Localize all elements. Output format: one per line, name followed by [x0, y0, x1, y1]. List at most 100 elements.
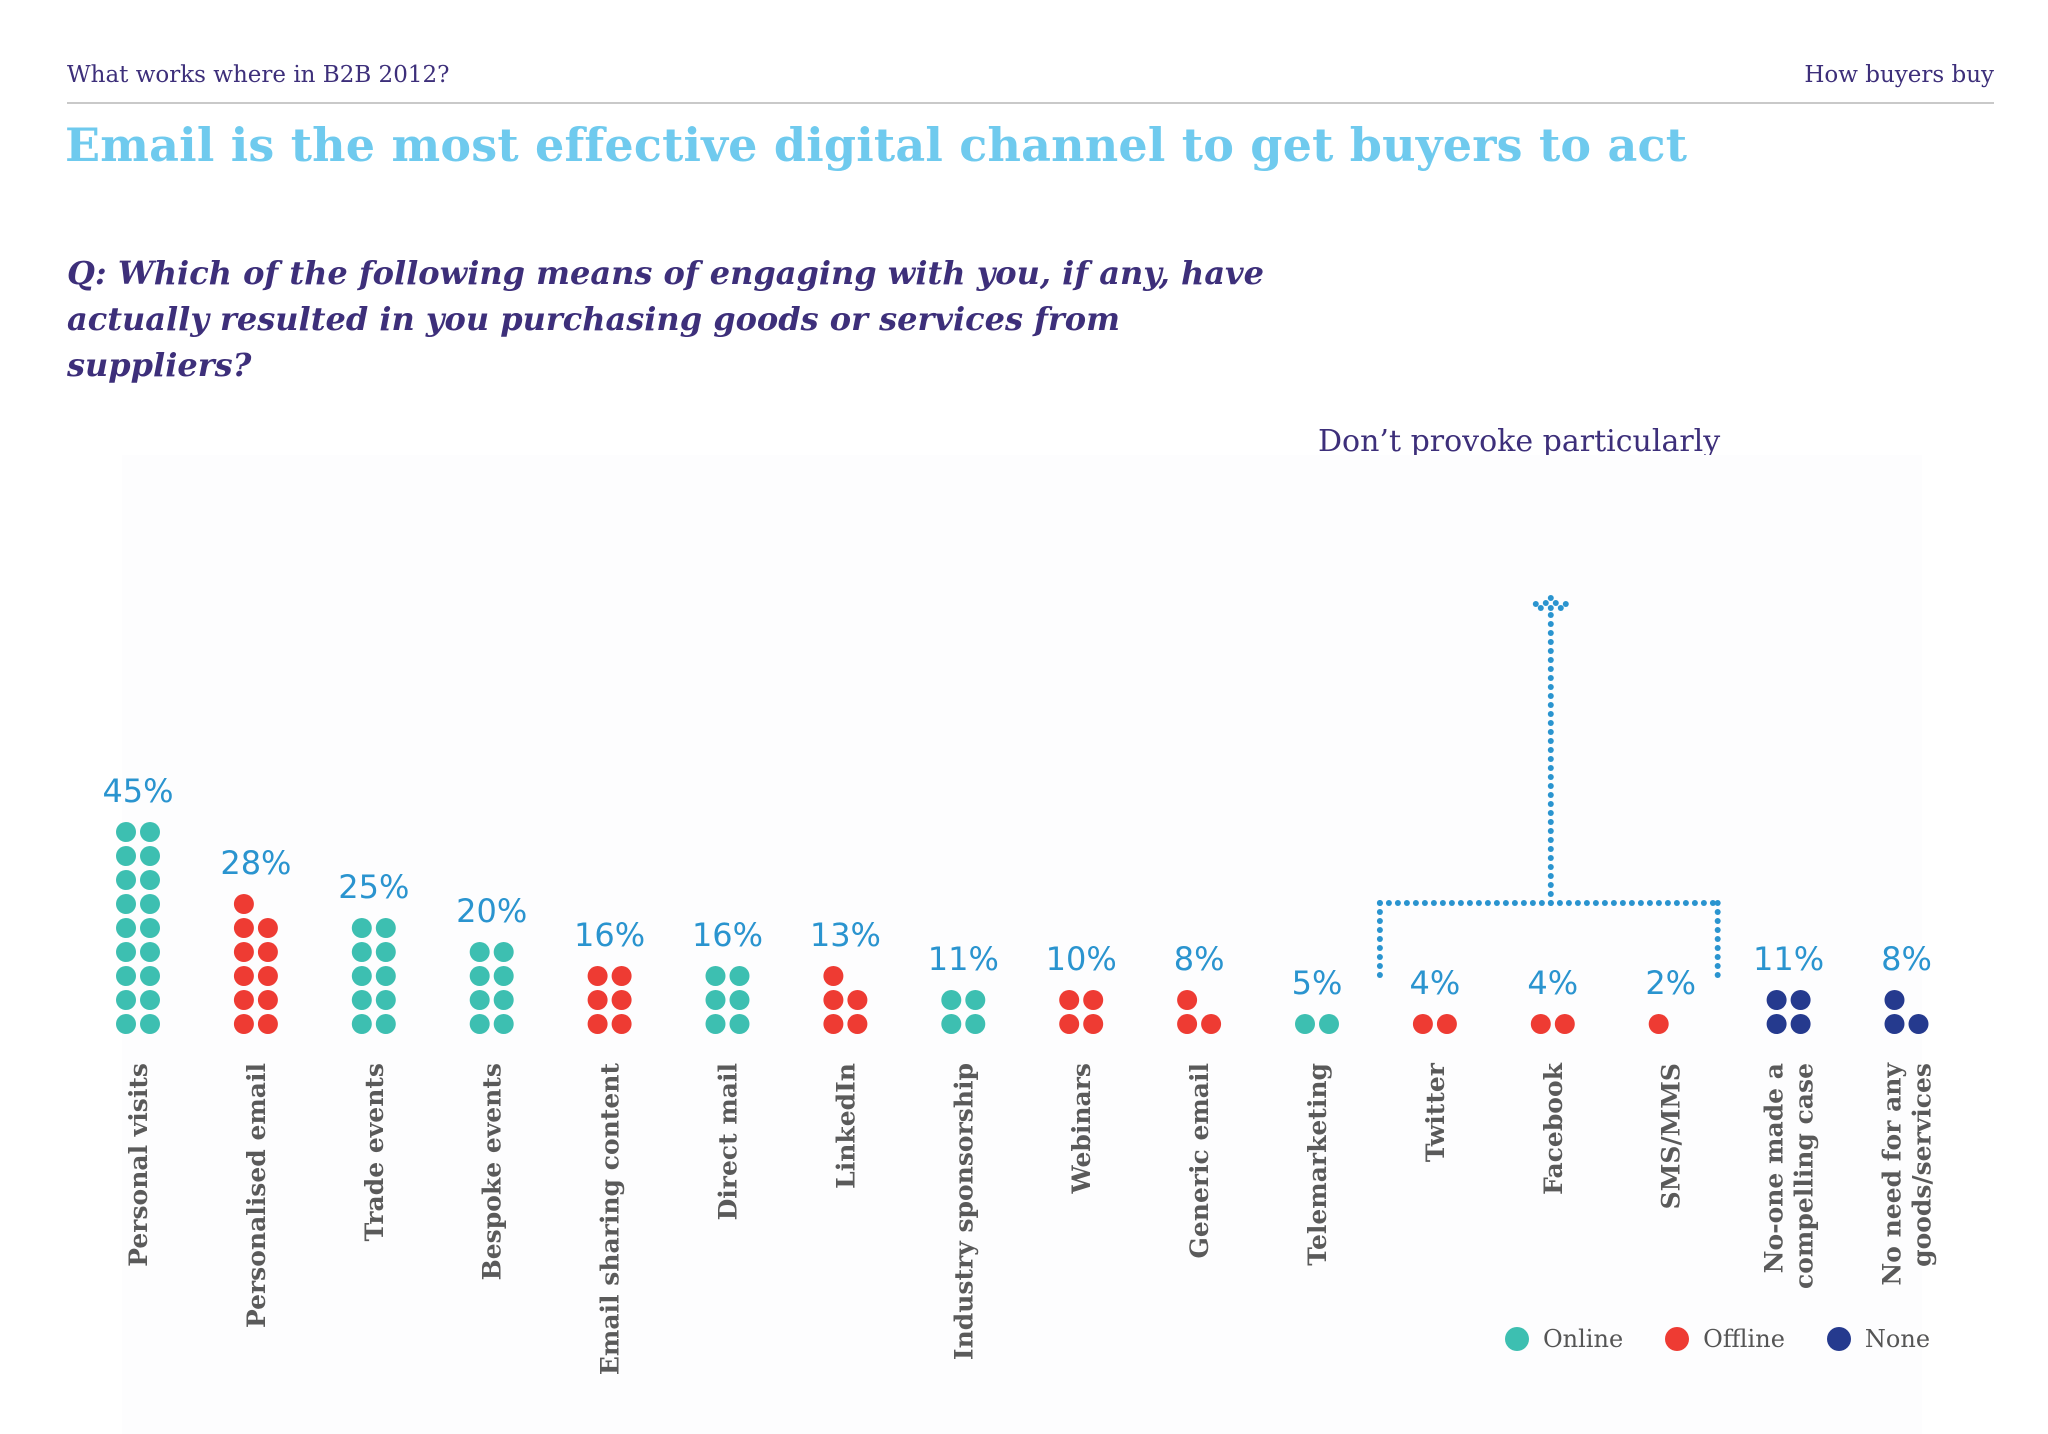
bracket-dot — [1403, 900, 1410, 906]
bracket-dot — [1714, 972, 1721, 978]
data-dot — [257, 942, 278, 962]
data-dot — [116, 846, 136, 866]
value-label: 11% — [1753, 940, 1824, 978]
legend-dot-online — [1505, 1327, 1529, 1351]
data-dot — [233, 918, 254, 938]
category-label: Trade events — [360, 1063, 389, 1241]
bracket-dot — [1376, 945, 1383, 951]
category-label: Telemarketing — [1303, 1063, 1332, 1266]
bracket-dot — [1547, 693, 1554, 699]
bracket-dot — [1457, 900, 1464, 906]
data-dot — [116, 990, 136, 1010]
bracket-dot — [1610, 900, 1617, 906]
bracket-dot — [1547, 666, 1554, 672]
data-dot — [257, 1014, 278, 1034]
bracket-dot — [1547, 855, 1554, 861]
bracket-dot — [1655, 900, 1662, 906]
legend-label-offline: Offline — [1703, 1325, 1785, 1353]
data-dot — [140, 894, 160, 914]
data-dot — [375, 990, 396, 1010]
bracket-dot — [1547, 873, 1554, 879]
data-dot — [1319, 1014, 1339, 1034]
data-dot — [729, 990, 750, 1010]
data-dot — [375, 918, 396, 938]
data-dot — [1648, 1014, 1669, 1034]
legend-label-online: Online — [1543, 1325, 1624, 1353]
bracket-dot — [1547, 648, 1554, 654]
data-dot — [351, 942, 372, 962]
bracket-dot — [1714, 900, 1721, 906]
data-dot — [1201, 1014, 1222, 1034]
bracket-dot — [1376, 909, 1383, 915]
data-dot — [1412, 1014, 1433, 1034]
bracket-dot — [1385, 900, 1392, 906]
data-dot — [469, 1014, 490, 1034]
data-dot — [1790, 990, 1811, 1010]
data-dot — [116, 870, 136, 890]
value-label: 2% — [1645, 964, 1696, 1002]
data-dot — [351, 918, 372, 938]
section-title: How buyers buy — [1804, 62, 1994, 88]
bracket-dot — [1412, 900, 1419, 906]
data-dot — [1908, 1014, 1929, 1034]
header-divider — [67, 102, 1994, 104]
value-label: 13% — [810, 916, 881, 954]
data-dot — [116, 918, 136, 938]
bracket-dot — [1556, 900, 1563, 906]
bracket-dot — [1547, 711, 1554, 717]
category-label: goods/services — [1908, 1063, 1937, 1267]
category-label: compelling case — [1790, 1063, 1819, 1289]
category-label: Personalised email — [242, 1063, 271, 1328]
data-dot — [116, 822, 136, 842]
bracket-dot — [1394, 900, 1401, 906]
bracket-dot — [1376, 963, 1383, 969]
bracket-dot — [1637, 900, 1644, 906]
bracket-dot — [1547, 612, 1554, 618]
data-dot — [941, 1014, 962, 1034]
data-dot — [611, 966, 632, 986]
data-dot — [1083, 1014, 1104, 1034]
bracket-dot — [1439, 900, 1446, 906]
data-dot — [1884, 990, 1905, 1010]
bracket-dot — [1547, 765, 1554, 771]
data-dot — [140, 870, 160, 890]
bracket-dot — [1547, 846, 1554, 852]
value-label: 10% — [1046, 940, 1117, 978]
data-dot — [587, 1014, 608, 1034]
bracket-dot — [1646, 900, 1653, 906]
category-label: Direct mail — [714, 1063, 743, 1220]
bracket-dot — [1547, 756, 1554, 762]
data-dot — [705, 990, 726, 1010]
data-dot — [965, 1014, 986, 1034]
page-title: Email is the most effective digital chan… — [65, 118, 1688, 172]
data-dot — [847, 1014, 868, 1034]
bracket-dot — [1547, 900, 1554, 906]
bracket-dot — [1547, 630, 1554, 636]
bracket-dot — [1547, 819, 1554, 825]
value-label: 28% — [220, 844, 291, 882]
data-dot — [375, 942, 396, 962]
bracket-dot — [1673, 900, 1680, 906]
bracket-dot — [1448, 900, 1455, 906]
survey-question: Q: Which of the following means of engag… — [67, 254, 1264, 384]
value-label: 45% — [102, 772, 173, 810]
bracket-dot — [1583, 900, 1590, 906]
bracket-dot — [1714, 909, 1721, 915]
bracket-dot — [1547, 837, 1554, 843]
bracket-dot — [1529, 900, 1536, 906]
bracket-dot — [1547, 801, 1554, 807]
data-dot — [469, 942, 490, 962]
data-dot — [233, 966, 254, 986]
bracket-dot — [1552, 600, 1559, 606]
bracket-dot — [1547, 783, 1554, 789]
data-dot — [140, 822, 160, 842]
bracket-dot — [1682, 900, 1689, 906]
data-dot — [233, 942, 254, 962]
bracket-dot — [1547, 720, 1554, 726]
data-dot — [1436, 1014, 1457, 1034]
bracket-dot — [1421, 900, 1428, 906]
data-dot — [611, 990, 632, 1010]
bracket-dot — [1714, 945, 1721, 951]
data-dot — [705, 966, 726, 986]
legend-dot-none — [1826, 1327, 1851, 1351]
